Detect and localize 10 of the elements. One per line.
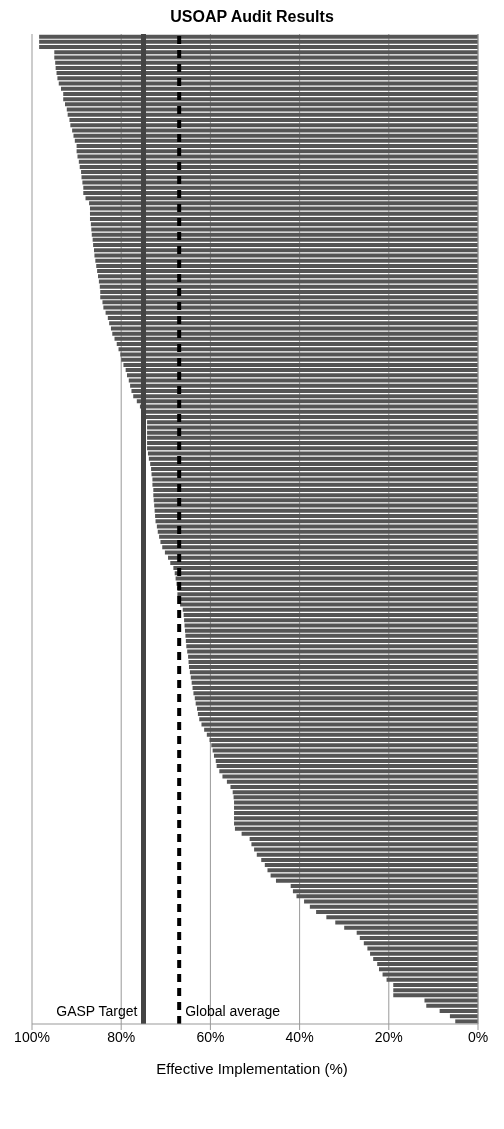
x-tick-label: 0%: [467, 1028, 489, 1045]
x-tick-label: 20%: [374, 1028, 403, 1045]
x-tick-label: 40%: [285, 1028, 314, 1045]
x-tick-label: 60%: [196, 1028, 225, 1045]
x-tick-label: 100%: [14, 1028, 50, 1045]
ref-line-label: Global average: [185, 1003, 281, 1019]
chart-title: USOAP Audit Results: [169, 8, 335, 26]
ref-line-label: GASP Target: [56, 1003, 138, 1019]
x-axis-title: Effective Implementation (%): [155, 1060, 349, 1077]
x-tick-label: 80%: [107, 1028, 136, 1045]
